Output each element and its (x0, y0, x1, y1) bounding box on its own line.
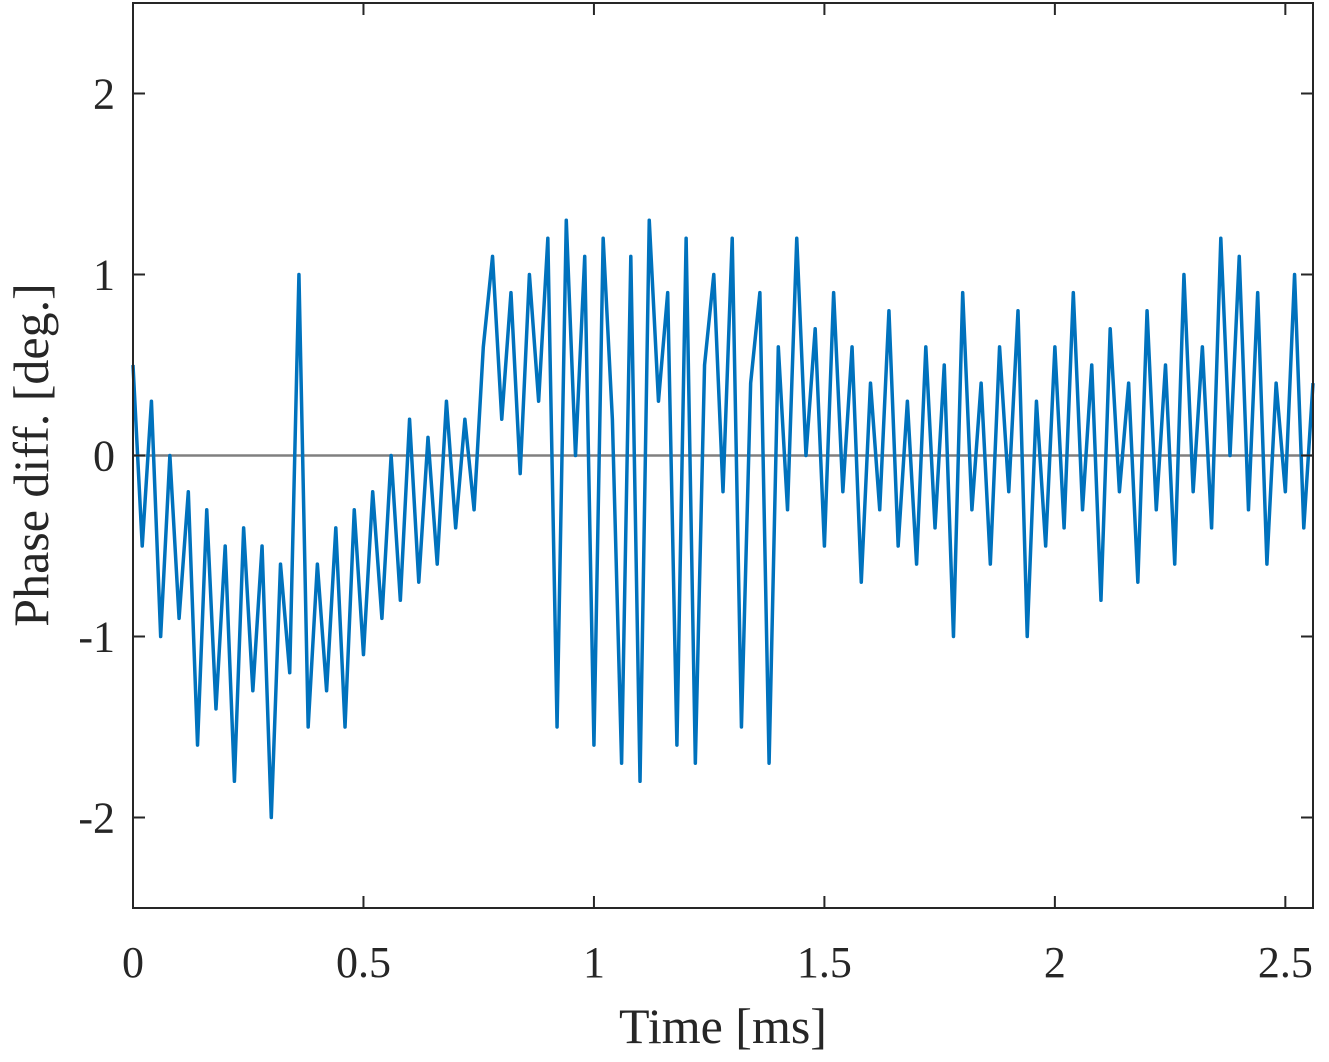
x-tick-label: 2.5 (1258, 938, 1313, 987)
x-axis-label: Time [ms] (619, 998, 827, 1054)
x-tick-label: 2 (1044, 938, 1066, 987)
x-tick-label: 1.5 (797, 938, 852, 987)
y-axis-label: Phase diff. [deg.] (3, 283, 59, 626)
y-tick-label: 0 (93, 432, 115, 481)
data-line (131, 218, 1315, 820)
x-tick-label: 0.5 (336, 938, 391, 987)
y-tick-label: 2 (93, 70, 115, 119)
x-tick-label: 0 (122, 938, 144, 987)
y-tick-label: 1 (93, 251, 115, 300)
y-tick-label: -1 (78, 613, 115, 662)
x-tick-label: 1 (583, 938, 605, 987)
y-tick-label: -2 (78, 794, 115, 843)
